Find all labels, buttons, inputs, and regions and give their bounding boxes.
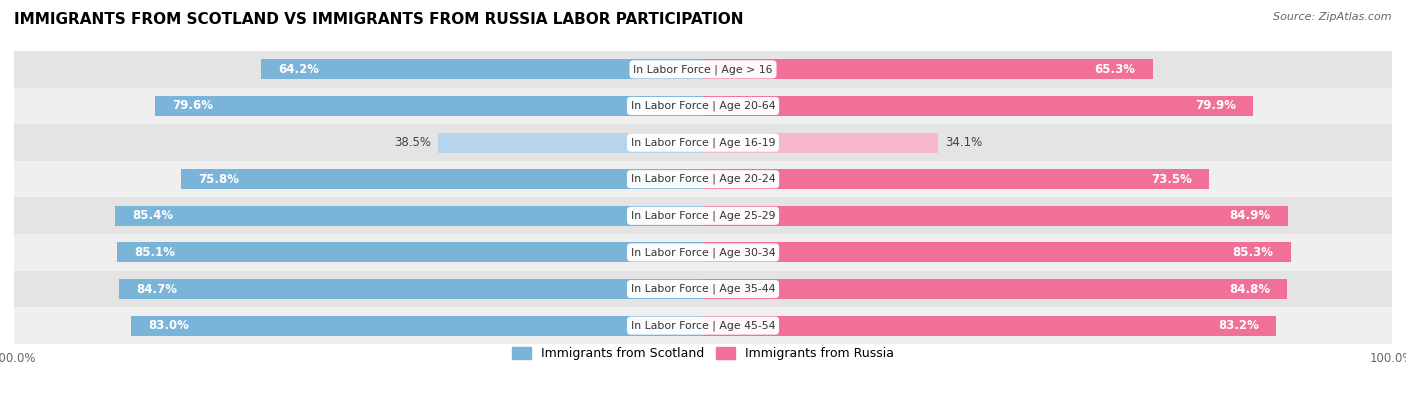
Bar <box>117 243 703 263</box>
Text: In Labor Force | Age 20-24: In Labor Force | Age 20-24 <box>631 174 775 184</box>
Bar <box>703 279 1288 299</box>
Bar <box>14 88 1392 124</box>
Bar <box>437 132 703 152</box>
Text: 75.8%: 75.8% <box>198 173 239 186</box>
Text: 84.8%: 84.8% <box>1229 282 1270 295</box>
Text: 84.7%: 84.7% <box>136 282 177 295</box>
Bar <box>703 59 1153 79</box>
Bar <box>14 271 1392 307</box>
Legend: Immigrants from Scotland, Immigrants from Russia: Immigrants from Scotland, Immigrants fro… <box>508 342 898 365</box>
Bar <box>14 307 1392 344</box>
Text: In Labor Force | Age 35-44: In Labor Force | Age 35-44 <box>631 284 775 294</box>
Text: 38.5%: 38.5% <box>394 136 430 149</box>
Text: 83.2%: 83.2% <box>1218 319 1258 332</box>
Text: In Labor Force | Age 30-34: In Labor Force | Age 30-34 <box>631 247 775 258</box>
Text: In Labor Force | Age 16-19: In Labor Force | Age 16-19 <box>631 137 775 148</box>
Text: 85.3%: 85.3% <box>1233 246 1274 259</box>
Text: 34.1%: 34.1% <box>945 136 981 149</box>
Text: In Labor Force | Age 25-29: In Labor Force | Age 25-29 <box>631 211 775 221</box>
Text: 79.9%: 79.9% <box>1195 100 1236 113</box>
Bar <box>703 169 1209 189</box>
Text: IMMIGRANTS FROM SCOTLAND VS IMMIGRANTS FROM RUSSIA LABOR PARTICIPATION: IMMIGRANTS FROM SCOTLAND VS IMMIGRANTS F… <box>14 12 744 27</box>
Text: In Labor Force | Age > 16: In Labor Force | Age > 16 <box>633 64 773 75</box>
Text: 85.1%: 85.1% <box>134 246 174 259</box>
Text: 64.2%: 64.2% <box>278 63 319 76</box>
Text: 83.0%: 83.0% <box>149 319 190 332</box>
Text: 73.5%: 73.5% <box>1152 173 1192 186</box>
Bar <box>14 124 1392 161</box>
Text: 85.4%: 85.4% <box>132 209 173 222</box>
Bar <box>703 206 1288 226</box>
Bar <box>14 51 1392 88</box>
Bar <box>120 279 703 299</box>
Bar <box>14 161 1392 198</box>
Bar <box>703 243 1291 263</box>
Bar <box>181 169 703 189</box>
Text: In Labor Force | Age 20-64: In Labor Force | Age 20-64 <box>631 101 775 111</box>
Text: Source: ZipAtlas.com: Source: ZipAtlas.com <box>1274 12 1392 22</box>
Bar <box>115 206 703 226</box>
Bar <box>14 198 1392 234</box>
Bar <box>260 59 703 79</box>
Text: 65.3%: 65.3% <box>1095 63 1136 76</box>
Text: 79.6%: 79.6% <box>172 100 212 113</box>
Bar <box>155 96 703 116</box>
Bar <box>703 132 938 152</box>
Text: 84.9%: 84.9% <box>1230 209 1271 222</box>
Bar <box>14 234 1392 271</box>
Bar <box>703 316 1277 336</box>
Bar <box>131 316 703 336</box>
Bar <box>703 96 1254 116</box>
Text: In Labor Force | Age 45-54: In Labor Force | Age 45-54 <box>631 320 775 331</box>
